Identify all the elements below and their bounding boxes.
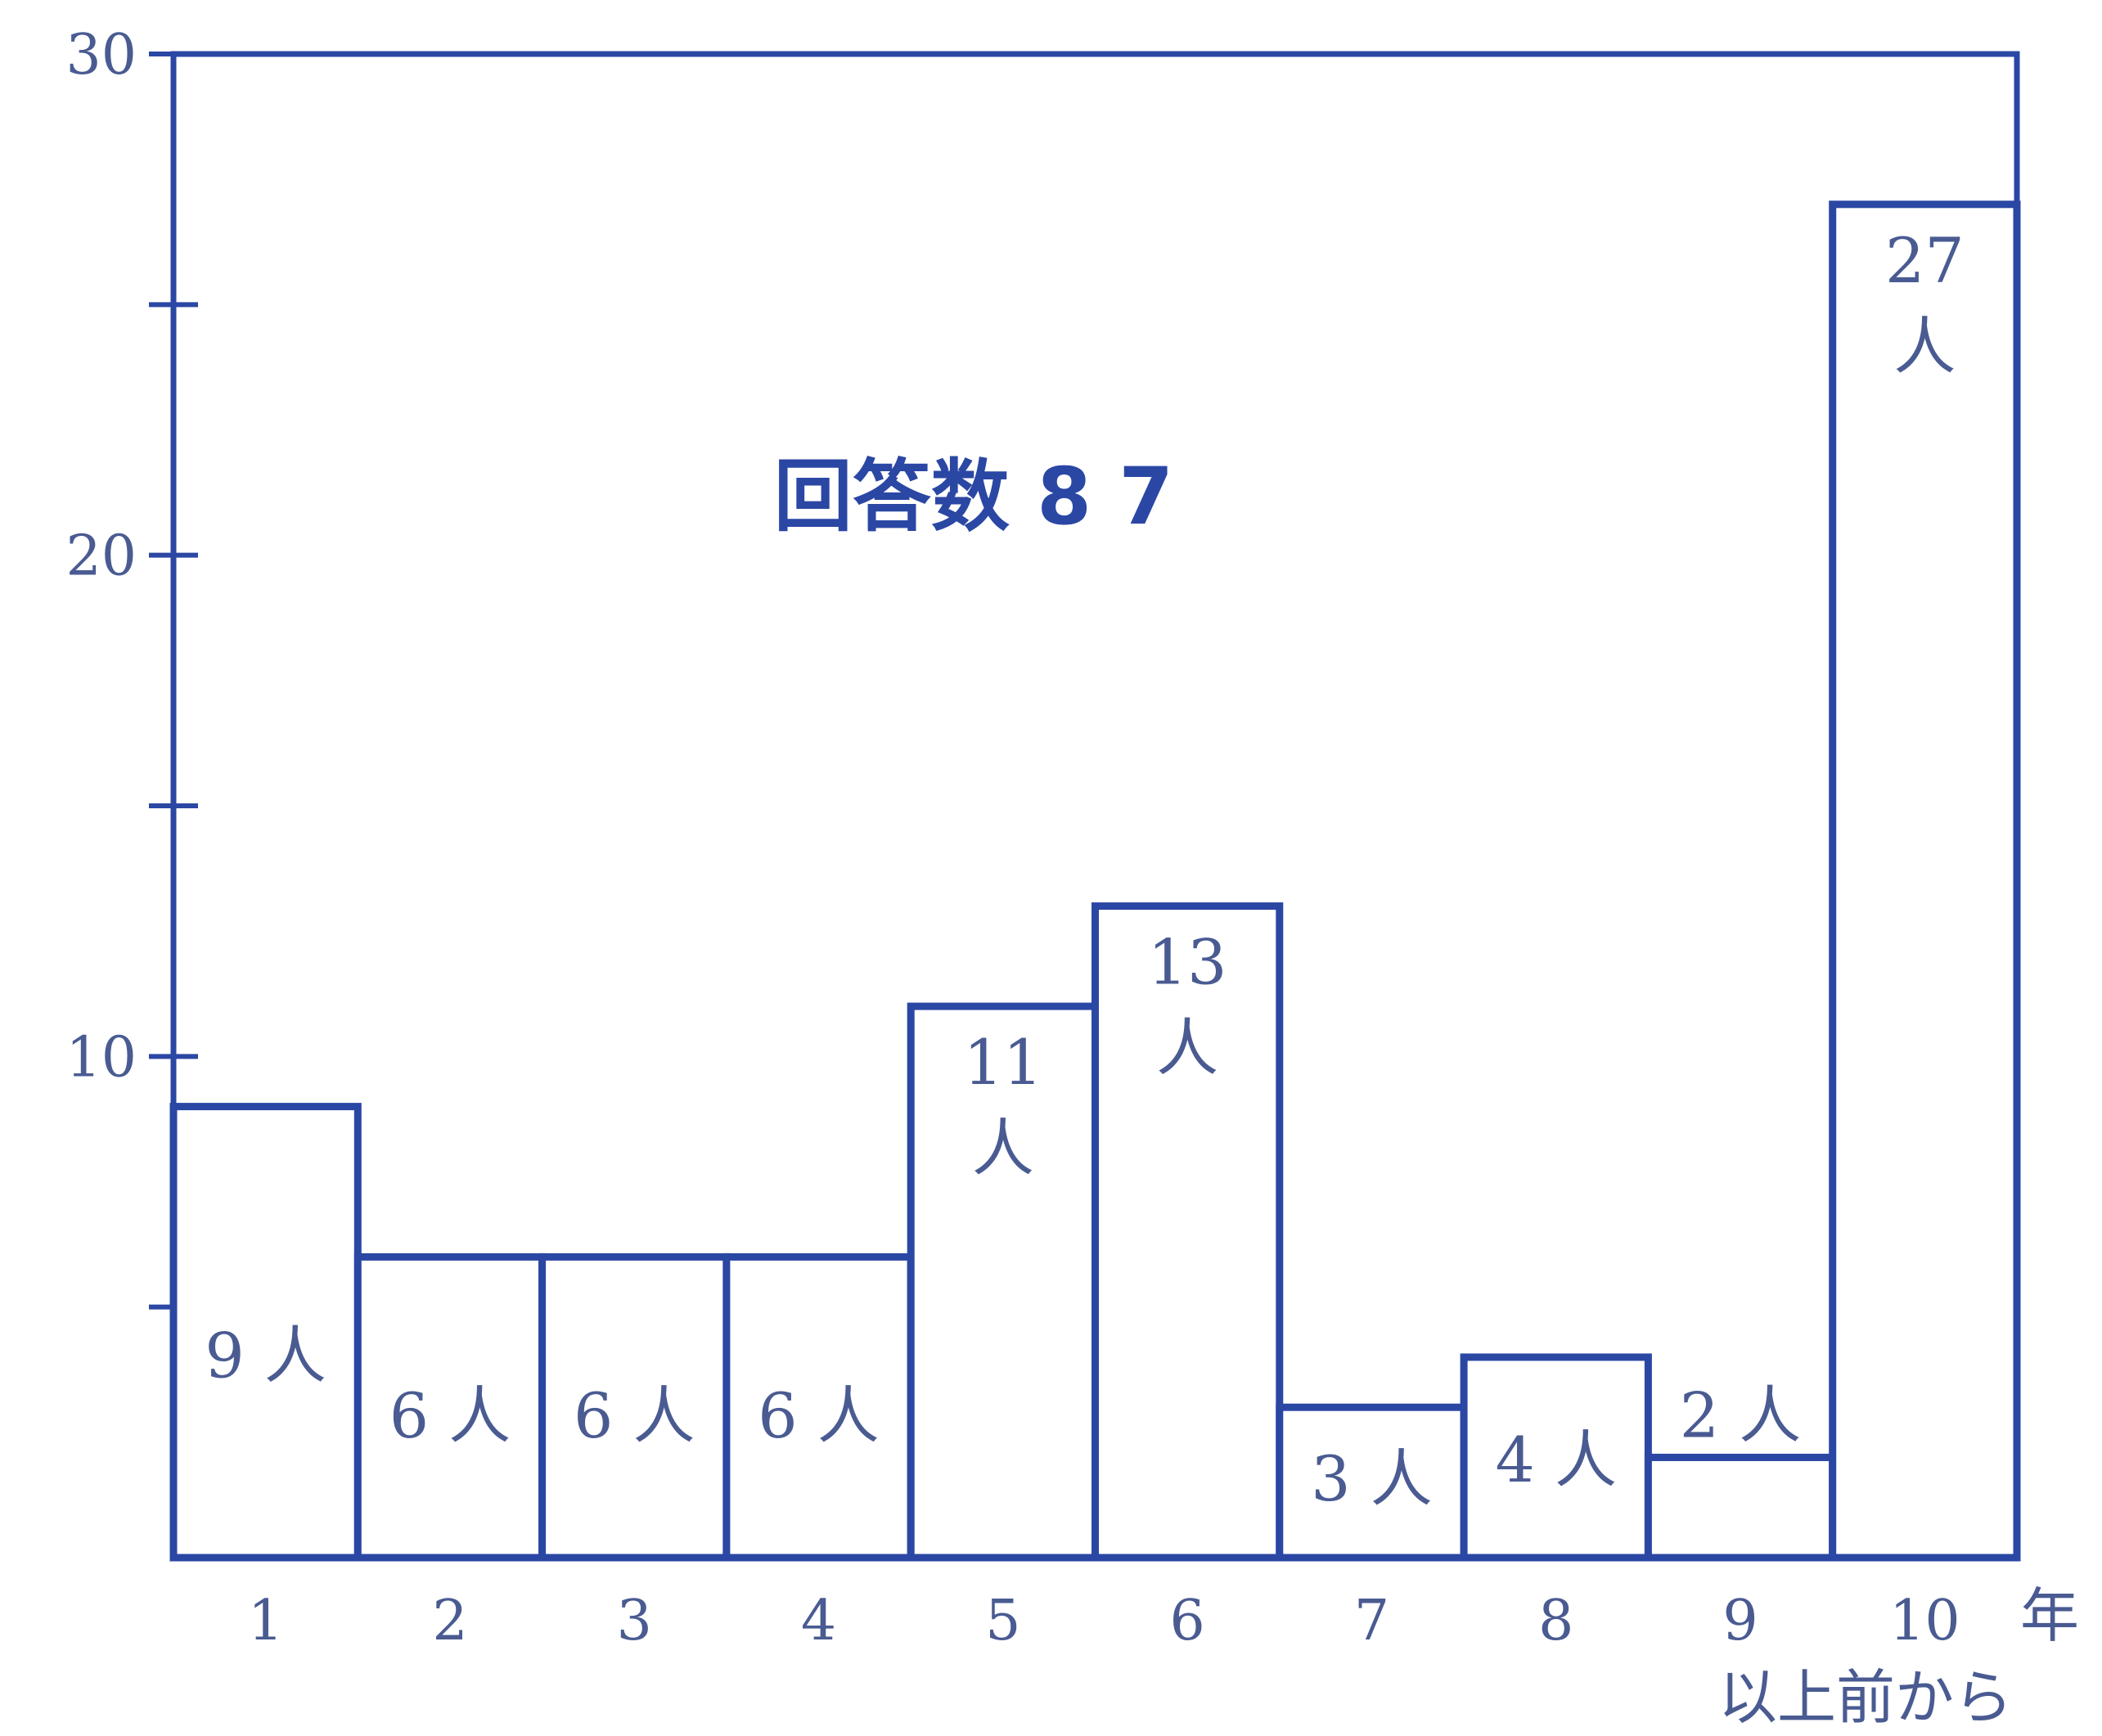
bar-label: 6 人 (574, 1379, 695, 1452)
x-tick-label: 3 (617, 1589, 652, 1653)
x-tick-label: 2 (432, 1589, 467, 1653)
bar (538, 1253, 731, 1562)
y-tick-label: 20 (65, 524, 137, 589)
x-tick-label: 9 (1722, 1589, 1758, 1653)
bar-label-value: 11 (963, 1026, 1042, 1099)
bar (169, 1103, 362, 1562)
bar-label: 3 人 (1311, 1442, 1433, 1515)
bar (1829, 200, 2021, 1562)
bar (907, 1002, 1099, 1562)
bar-label: 9 人 (205, 1319, 326, 1392)
bar-label-unit: 人 (972, 1112, 1034, 1185)
bar-label: 6 人 (758, 1379, 880, 1452)
bar (1644, 1453, 1837, 1562)
bar-label-unit: 人 (1893, 310, 1956, 383)
x-tick-label: 1 (248, 1589, 283, 1653)
bar-label-value: 27 (1885, 224, 1965, 297)
bar-labels: 9 人 6 人 6 人 6 人 11 人 13 人 3 人 4 人 2 人 27 人 (205, 224, 1964, 1515)
x-axis-labels: 1 2 3 4 5 6 7 8 9 10 (248, 1589, 1960, 1653)
y-tick-label: 10 (65, 1025, 137, 1090)
bar-label-unit: 人 (1156, 1012, 1218, 1085)
x-axis-unit: 年 (2020, 1581, 2079, 1650)
bar (1276, 1403, 1468, 1562)
bar-label: 6 人 (389, 1379, 511, 1452)
x-tick-label: 4 (801, 1589, 836, 1653)
bar (722, 1253, 915, 1562)
x-tick-label: 7 (1354, 1589, 1389, 1653)
bar (1092, 902, 1284, 1562)
bar-label-value: 13 (1148, 926, 1227, 999)
x-tick-label: 5 (985, 1589, 1020, 1653)
x-tick-label: 8 (1538, 1589, 1573, 1653)
x-tick-label: 10 (1889, 1589, 1960, 1653)
bar-label: 4 人 (1495, 1423, 1617, 1496)
y-tick-label: 30 (65, 23, 137, 88)
bar-label: 2 人 (1680, 1378, 1802, 1451)
x-tick-label: 6 (1170, 1589, 1205, 1653)
bar (353, 1253, 547, 1562)
last-category-note: 以上前から (1718, 1663, 2013, 1732)
chart-title: 回答数 8 7 (774, 451, 1173, 542)
bars (169, 200, 2021, 1562)
